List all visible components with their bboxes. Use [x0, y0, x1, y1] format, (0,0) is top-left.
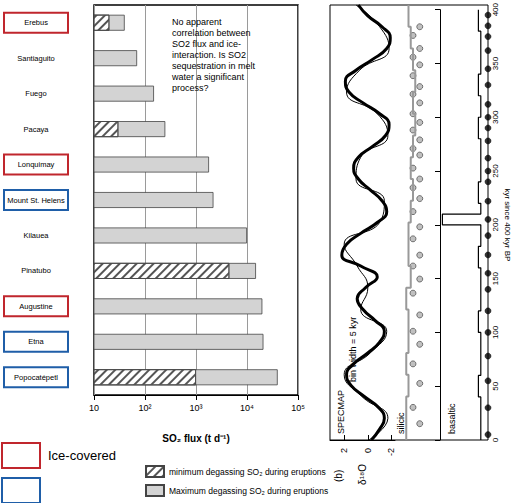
svg-text:process?: process? — [172, 83, 209, 93]
svg-text:2: 2 — [339, 448, 349, 453]
svg-text:Pacaya: Pacaya — [23, 125, 49, 134]
svg-text:350: 350 — [491, 56, 500, 70]
svg-text:10²: 10² — [138, 403, 151, 413]
svg-text:Pinatubo: Pinatubo — [21, 266, 51, 275]
svg-text:interaction. Is SO2: interaction. Is SO2 — [172, 50, 246, 60]
svg-text:No apparent: No apparent — [172, 17, 222, 27]
svg-text:sequestration in melt: sequestration in melt — [172, 61, 256, 71]
svg-text:Etna: Etna — [28, 337, 44, 346]
svg-text:silicic: silicic — [396, 412, 406, 434]
svg-text:basaltic: basaltic — [447, 403, 457, 434]
svg-text:200: 200 — [491, 218, 500, 232]
svg-text:250: 250 — [491, 164, 500, 178]
svg-text:Popocatépetl: Popocatépetl — [14, 373, 58, 382]
svg-text:(b): (b) — [333, 470, 344, 482]
svg-text:SPECMAP: SPECMAP — [336, 390, 346, 434]
svg-text:10: 10 — [89, 403, 99, 413]
svg-text:Santiaguito: Santiaguito — [17, 54, 55, 63]
svg-text:Ice-covered: Ice-covered — [48, 448, 116, 463]
svg-text:0: 0 — [363, 448, 373, 453]
svg-text:minimum degassing SO₂ during e: minimum degassing SO₂ during eruptions — [169, 467, 326, 477]
svg-text:δ¹⁸O: δ¹⁸O — [357, 464, 368, 485]
svg-text:10⁴: 10⁴ — [240, 403, 254, 413]
svg-text:SO2 flux and ice-: SO2 flux and ice- — [172, 39, 241, 49]
svg-text:Lonquimay: Lonquimay — [18, 160, 55, 169]
svg-text:150: 150 — [491, 271, 500, 285]
svg-text:100: 100 — [491, 325, 500, 339]
svg-text:Kilauea: Kilauea — [23, 231, 49, 240]
svg-text:bin width = 5 kyr: bin width = 5 kyr — [348, 317, 358, 382]
svg-text:correlation between: correlation between — [172, 28, 251, 38]
svg-text:Fuego: Fuego — [25, 89, 46, 98]
svg-text:Mount St. Helens: Mount St. Helens — [7, 196, 65, 205]
svg-text:10⁵: 10⁵ — [291, 403, 305, 413]
svg-text:-2: -2 — [386, 448, 396, 456]
svg-text:Erebus: Erebus — [24, 18, 48, 27]
svg-text:Augustine: Augustine — [19, 302, 52, 311]
svg-text:400: 400 — [491, 2, 500, 16]
svg-text:Maximum degassing SO₂ during e: Maximum degassing SO₂ during eruptions — [169, 486, 328, 496]
svg-text:SO₂ flux (t d⁻¹): SO₂ flux (t d⁻¹) — [162, 433, 229, 444]
svg-text:300: 300 — [491, 110, 500, 124]
svg-text:kyr since 400 kyr BP: kyr since 400 kyr BP — [503, 188, 512, 261]
svg-text:water a significant: water a significant — [171, 72, 245, 82]
svg-text:50: 50 — [491, 381, 500, 390]
svg-text:0: 0 — [491, 437, 500, 442]
svg-text:10³: 10³ — [189, 403, 202, 413]
